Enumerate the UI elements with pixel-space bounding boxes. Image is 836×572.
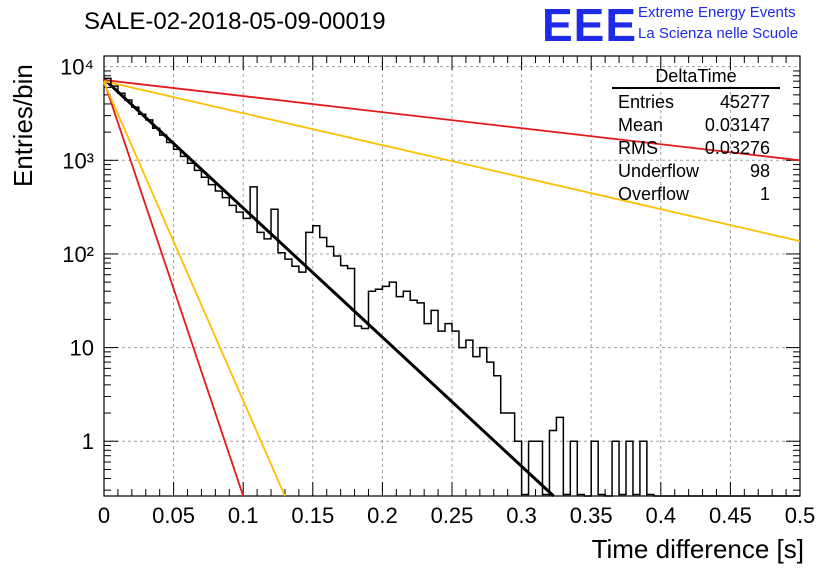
y-tick-label: 10²	[62, 242, 94, 267]
histogram-series	[104, 77, 800, 497]
stats-value: 1	[759, 184, 770, 204]
x-axis-label: Time difference [s]	[591, 534, 804, 564]
series-line	[103, 81, 286, 497]
series-line	[103, 80, 801, 243]
stats-row-overflow: Overflow 1	[612, 183, 780, 206]
x-tick-label: 0.45	[709, 503, 752, 528]
series-line	[102, 77, 555, 498]
plot-frame	[103, 55, 801, 497]
stats-title: DeltaTime	[612, 66, 780, 89]
stats-row-rms: RMS 0.03276	[612, 137, 780, 160]
x-tick-label: 0.5	[785, 503, 816, 528]
x-tick-label: 0.15	[291, 503, 334, 528]
y-tick-label: 10	[70, 336, 94, 361]
stats-label: Entries	[618, 92, 675, 112]
x-tick-label: 0.2	[367, 503, 398, 528]
x-tick-label: 0	[98, 503, 110, 528]
stats-label: Mean	[618, 115, 664, 135]
stats-label: Underflow	[618, 161, 700, 181]
x-tick-label: 0.25	[431, 503, 474, 528]
stats-label: RMS	[618, 138, 658, 158]
stats-value: 0.03276	[704, 138, 770, 158]
stats-label: Overflow	[618, 184, 690, 204]
stats-row-underflow: Underflow 98	[612, 160, 780, 183]
chart-title: SALE-02-2018-05-09-00019	[84, 8, 386, 35]
logo-line-1: Extreme Energy Events	[638, 4, 796, 21]
x-tick-label: 0.35	[570, 503, 613, 528]
stats-value: 98	[749, 161, 770, 181]
x-tick-label: 0.4	[646, 503, 677, 528]
stats-row-entries: Entries 45277	[612, 91, 780, 114]
y-tick-label: 10³	[62, 148, 94, 173]
eee-logo: EEE Extreme Energy Events La Scienza nel…	[542, 0, 832, 51]
stats-row-mean: Mean 0.03147	[612, 114, 780, 137]
y-axis-label: Entries/bin	[8, 64, 38, 187]
logo-mark: EEE	[542, 0, 638, 51]
stats-value: 0.03147	[704, 115, 770, 135]
series-line	[103, 80, 245, 497]
stats-value: 45277	[719, 92, 770, 112]
y-tick-label: 1	[82, 429, 94, 454]
x-tick-label: 0.05	[152, 503, 195, 528]
stats-box: DeltaTime Entries 45277 Mean 0.03147 RMS…	[612, 66, 780, 206]
logo-line-2: La Scienza nelle Scuole	[638, 25, 799, 42]
series-line	[103, 79, 801, 162]
y-tick-label: 10⁴	[60, 55, 94, 80]
x-tick-label: 0.1	[228, 503, 259, 528]
x-tick-label: 0.3	[506, 503, 537, 528]
